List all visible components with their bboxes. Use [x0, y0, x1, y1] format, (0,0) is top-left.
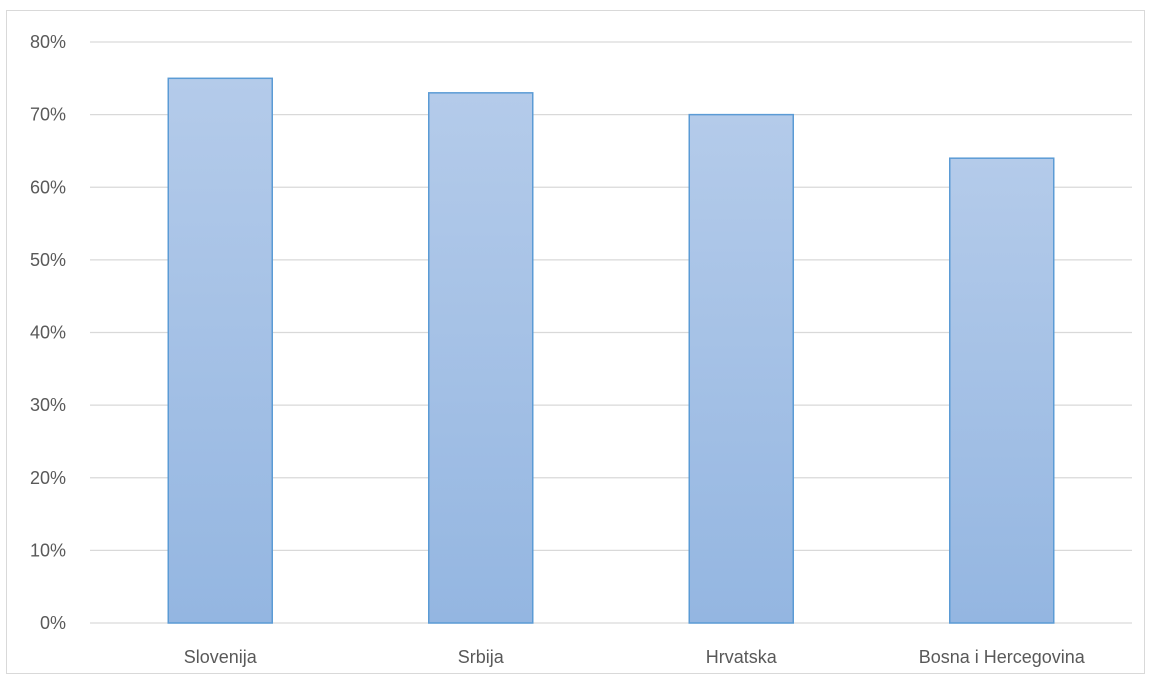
bars [167, 77, 1055, 624]
bar-bosna-i-hercegovina [949, 157, 1055, 624]
y-tick-label: 20% [30, 468, 66, 488]
x-tick-label: Slovenija [184, 647, 258, 667]
x-axis-ticks: Slovenija Srbija Hrvatska Bosna i Hercegovi… [184, 647, 1086, 667]
y-tick-label: 40% [30, 323, 66, 343]
x-tick-label: Hrvatska [706, 647, 778, 667]
y-axis-ticks: 0% 10% 20% 30% 40% 50% 60% 70% 80% [30, 32, 66, 633]
bar-hrvatska [688, 113, 794, 624]
y-tick-label: 30% [30, 395, 66, 415]
bar-srbija [428, 92, 534, 624]
bar-slovenija [167, 77, 273, 624]
y-tick-label: 10% [30, 540, 66, 560]
y-tick-label: 50% [30, 250, 66, 270]
y-tick-label: 60% [30, 177, 66, 197]
y-tick-label: 0% [40, 613, 66, 633]
x-tick-label: Bosna i Hercegovina [919, 647, 1086, 667]
y-tick-label: 70% [30, 105, 66, 125]
x-tick-label: Srbija [458, 647, 505, 667]
y-tick-label: 80% [30, 32, 66, 52]
